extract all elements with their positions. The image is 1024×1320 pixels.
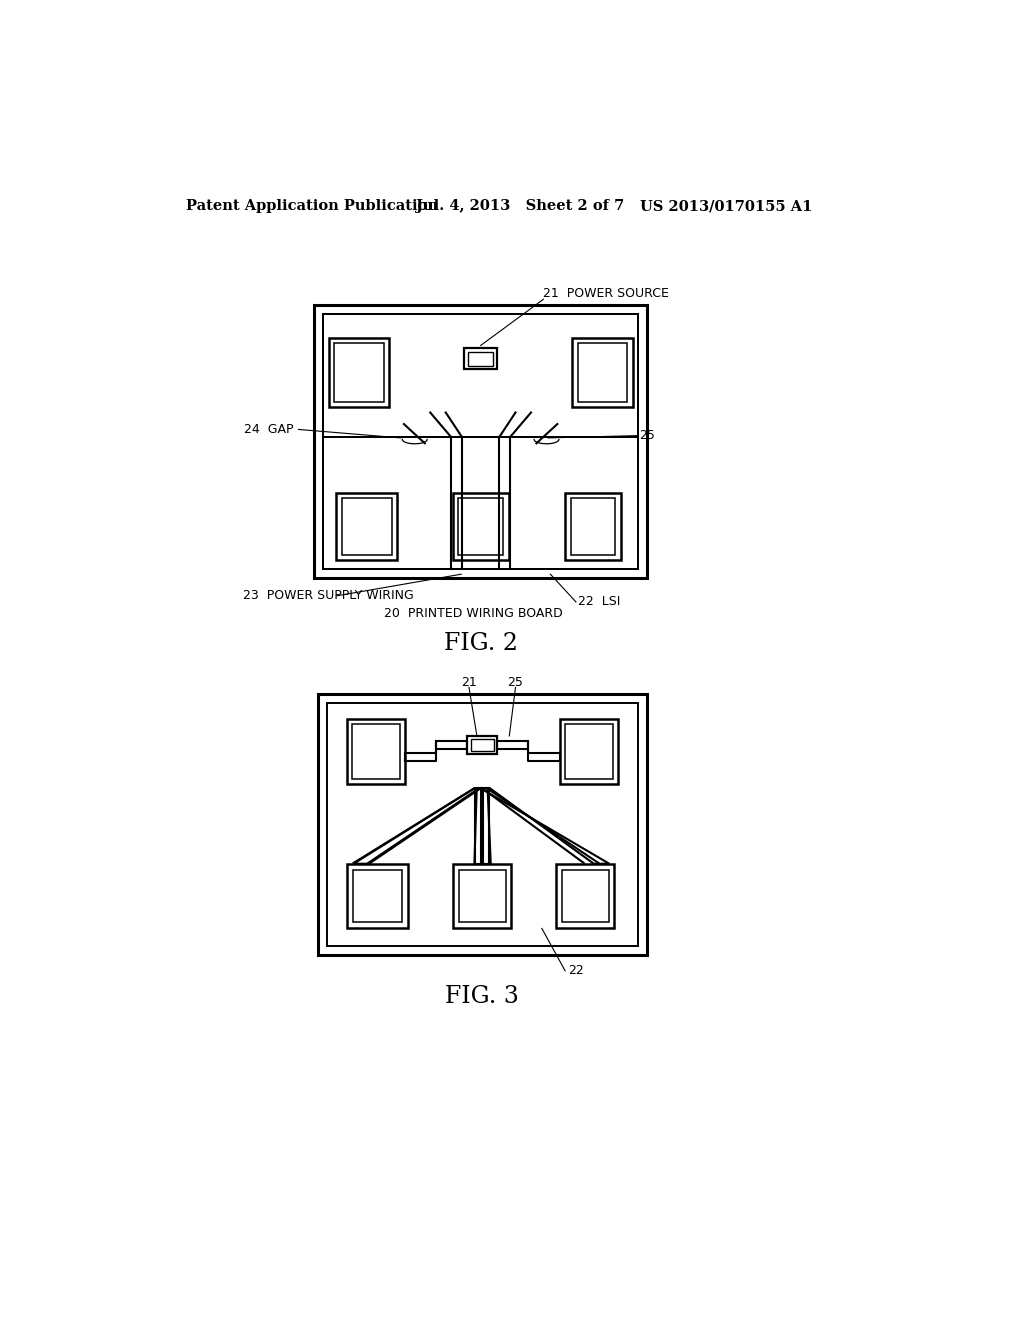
Bar [464,348,497,370]
Text: 22  LSI: 22 LSI [578,595,620,609]
Bar [317,693,647,956]
Bar [570,498,615,554]
Text: 24  GAP: 24 GAP [245,422,294,436]
Bar [324,314,638,569]
Text: FIG. 3: FIG. 3 [445,985,519,1007]
Bar [334,343,384,401]
Bar [459,870,506,923]
Text: FIG. 2: FIG. 2 [443,632,517,655]
Bar [560,718,618,784]
Text: Jul. 4, 2013   Sheet 2 of 7: Jul. 4, 2013 Sheet 2 of 7 [417,199,625,213]
Text: 20  PRINTED WIRING BOARD: 20 PRINTED WIRING BOARD [384,607,562,620]
Bar [453,865,511,928]
Text: 21: 21 [461,676,477,689]
Bar [578,343,627,401]
Bar [458,498,503,554]
Bar [471,739,494,751]
Bar [565,492,621,561]
Bar [347,718,406,784]
Bar [565,723,612,779]
Bar [342,498,391,554]
Bar [324,314,638,437]
Text: US 2013/0170155 A1: US 2013/0170155 A1 [640,199,812,213]
Bar [337,492,397,561]
Bar [347,865,408,928]
Bar [467,737,497,755]
Text: 21  POWER SOURCE: 21 POWER SOURCE [543,286,669,300]
Bar [453,492,509,561]
Bar [328,702,638,946]
Text: Patent Application Publication: Patent Application Publication [186,199,438,213]
Bar [324,437,638,569]
Bar [352,723,399,779]
Bar [468,351,493,366]
Bar [572,338,633,407]
Text: 25: 25 [508,676,523,689]
Bar [329,338,389,407]
Bar [352,870,402,923]
Bar [314,305,647,578]
Bar [556,865,614,928]
Text: 23  POWER SUPPLY WIRING: 23 POWER SUPPLY WIRING [243,589,414,602]
Text: 22: 22 [568,964,584,977]
Bar [561,870,609,923]
Text: 25: 25 [640,429,655,442]
